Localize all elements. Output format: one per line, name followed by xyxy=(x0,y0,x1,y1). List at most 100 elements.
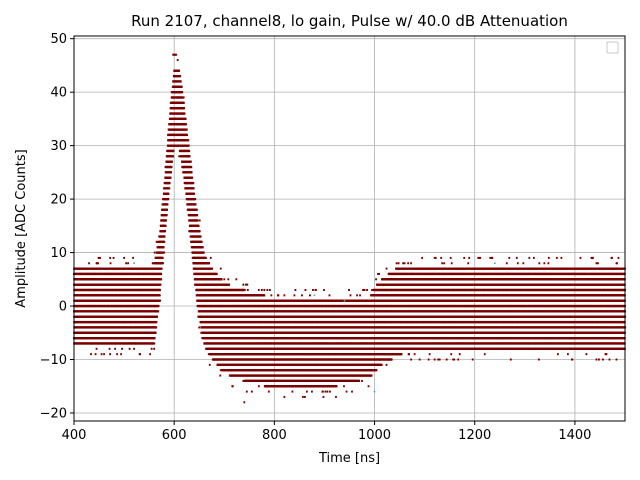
data-point xyxy=(128,347,131,350)
data-point xyxy=(220,278,223,281)
data-point xyxy=(155,320,158,324)
data-point xyxy=(197,224,200,227)
data-point xyxy=(187,144,190,147)
data-point xyxy=(199,235,202,238)
data-point xyxy=(190,171,193,174)
data-point xyxy=(159,288,161,292)
data-point xyxy=(167,192,170,195)
data-point xyxy=(121,347,123,350)
data-point xyxy=(219,267,222,270)
data-point xyxy=(90,353,92,356)
data-point xyxy=(153,342,156,345)
data-point xyxy=(185,123,187,126)
data-point xyxy=(153,337,156,340)
data-point xyxy=(169,176,172,179)
data-point xyxy=(152,262,155,265)
data-point xyxy=(163,251,166,254)
data-point xyxy=(160,278,163,281)
data-point xyxy=(165,214,168,217)
data-point xyxy=(176,59,179,62)
data-point xyxy=(172,155,175,158)
data-point xyxy=(108,347,111,350)
data-point xyxy=(193,192,196,195)
data-point xyxy=(192,181,195,185)
data-point xyxy=(187,139,190,142)
data-point xyxy=(170,171,173,174)
data-point xyxy=(164,224,167,227)
data-point xyxy=(196,219,199,222)
data-point xyxy=(164,230,167,233)
data-point xyxy=(185,128,188,131)
data-point xyxy=(180,85,183,88)
data-point xyxy=(125,262,127,265)
data-point xyxy=(97,256,100,259)
data-point xyxy=(99,256,101,259)
data-point xyxy=(200,240,203,243)
data-point xyxy=(123,256,125,259)
data-point xyxy=(183,112,186,115)
data-point xyxy=(219,374,222,377)
data-point xyxy=(168,181,171,185)
data-point xyxy=(196,208,198,211)
data-point xyxy=(215,272,218,276)
data-point xyxy=(116,353,118,356)
data-point xyxy=(163,240,166,243)
data-point xyxy=(156,315,159,318)
data-point xyxy=(139,353,142,356)
data-point xyxy=(153,251,156,254)
data-point xyxy=(94,353,97,356)
data-point xyxy=(188,149,191,153)
data-point xyxy=(192,187,195,190)
data-point xyxy=(194,197,197,201)
data-point xyxy=(182,101,185,104)
data-point xyxy=(202,251,205,254)
data-point xyxy=(205,256,207,260)
data-point xyxy=(196,214,199,217)
data-point xyxy=(191,176,194,179)
data-point xyxy=(159,299,162,302)
data-point xyxy=(133,347,136,350)
data-point xyxy=(153,347,156,350)
data-point xyxy=(157,310,160,313)
data-point xyxy=(103,353,105,356)
data-point xyxy=(171,160,173,163)
data-points xyxy=(72,53,627,404)
data-point xyxy=(159,283,162,286)
data-point xyxy=(109,353,111,356)
data-point xyxy=(183,107,186,110)
data-point xyxy=(160,267,163,270)
data-point xyxy=(95,347,98,350)
data-point xyxy=(157,304,160,308)
data-point xyxy=(211,267,214,270)
data-point xyxy=(127,262,129,265)
data-point xyxy=(165,219,167,222)
data-point xyxy=(100,353,103,356)
data-point xyxy=(109,262,112,265)
data-point xyxy=(161,256,164,260)
data-point xyxy=(158,294,161,297)
data-point xyxy=(208,363,211,366)
data-point xyxy=(167,197,170,201)
data-point xyxy=(160,272,163,276)
data-point xyxy=(198,326,201,329)
data-point xyxy=(162,262,165,265)
data-point xyxy=(209,256,212,259)
data-point xyxy=(170,165,173,169)
data-point xyxy=(227,278,230,281)
data-point xyxy=(168,187,171,190)
data-point xyxy=(189,160,192,163)
data-point xyxy=(166,208,168,211)
data-point xyxy=(208,262,211,265)
data-point xyxy=(112,256,115,259)
data-point xyxy=(179,75,182,78)
data-point xyxy=(223,278,226,281)
data-point xyxy=(120,353,122,356)
data-point xyxy=(96,262,98,265)
data-point xyxy=(190,165,193,169)
data-point xyxy=(132,256,135,259)
data-point xyxy=(201,246,204,249)
data-point xyxy=(179,80,182,83)
